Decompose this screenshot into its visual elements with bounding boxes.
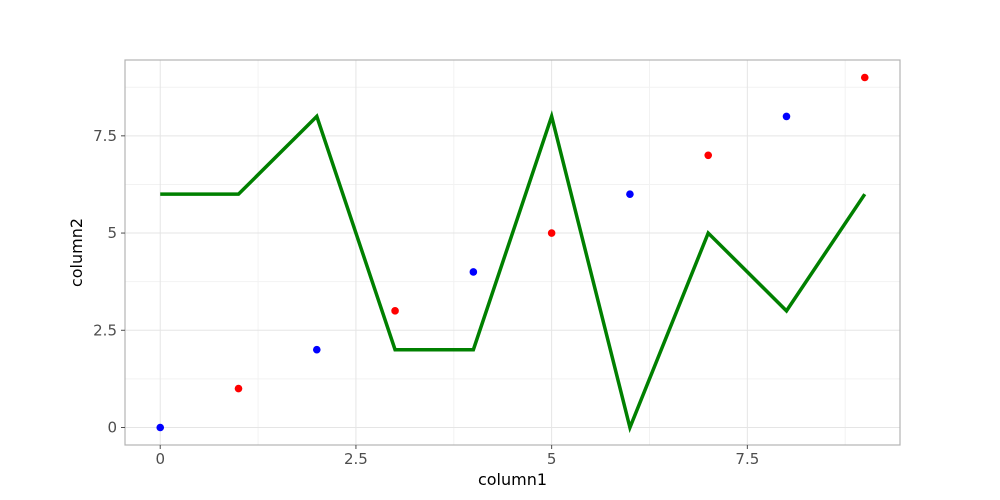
y-tick-label: 2.5 <box>93 321 117 339</box>
data-point <box>704 151 713 160</box>
y-tick-label: 7.5 <box>93 127 117 145</box>
data-point <box>626 190 634 198</box>
y-tick-label: 0 <box>107 419 117 437</box>
x-tick-label: 0 <box>155 450 165 468</box>
x-tick-label: 5 <box>547 450 557 468</box>
y-axis-title: column2 <box>67 218 86 287</box>
data-point <box>782 112 791 121</box>
y-tick-label: 5 <box>107 224 117 242</box>
minor-gridlines <box>125 60 900 445</box>
series-line <box>160 110 867 434</box>
data-point <box>391 307 399 315</box>
y-axis-tick-labels: 0 2.5 5 7.5 <box>93 127 117 437</box>
data-point <box>312 345 321 354</box>
major-gridlines <box>125 60 900 445</box>
data-point <box>156 423 165 432</box>
x-axis-title: column1 <box>478 470 547 489</box>
data-point <box>860 73 869 82</box>
data-point <box>469 268 478 276</box>
plot-area <box>156 73 869 434</box>
x-tick-label: 2.5 <box>344 450 368 468</box>
x-tick-label: 7.5 <box>735 450 759 468</box>
x-axis-tick-labels: 0 2.5 5 7.5 <box>155 450 759 468</box>
axis-ticks <box>121 135 748 449</box>
data-point <box>547 229 556 237</box>
plot-panel-border <box>124 59 901 446</box>
data-point <box>234 384 243 393</box>
